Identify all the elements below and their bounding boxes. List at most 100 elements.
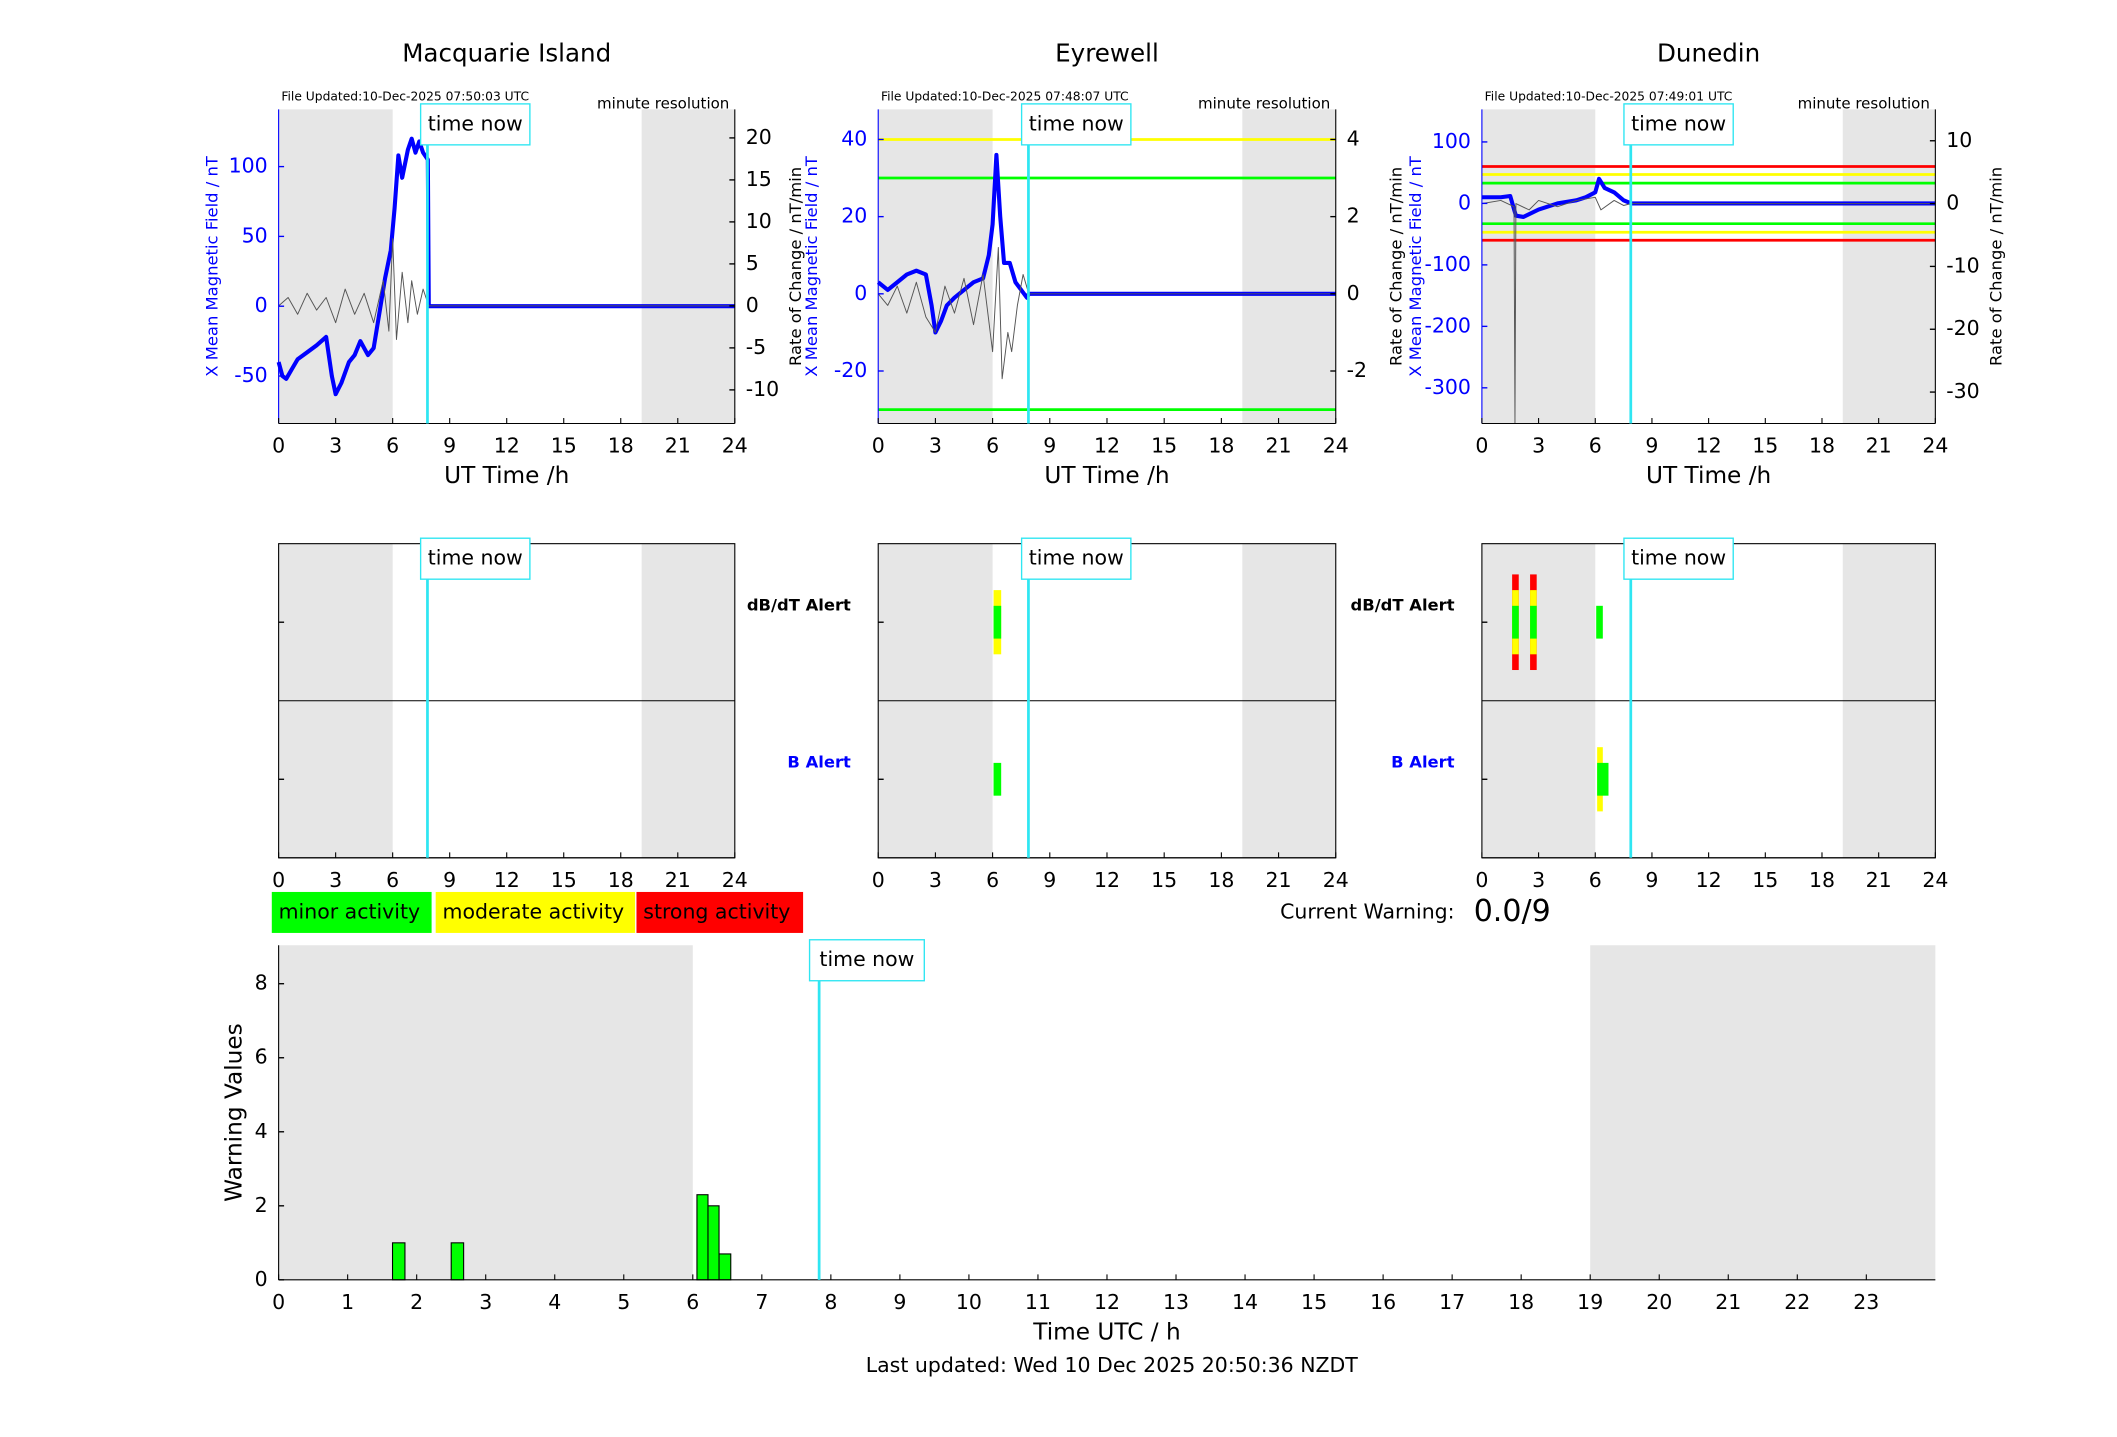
x-tick-label: 6	[686, 1290, 699, 1314]
x-tick-label: 21	[1266, 434, 1292, 458]
x-tick-label: 3	[929, 434, 942, 458]
x-tick-label: 15	[1301, 1290, 1327, 1314]
y-tick-label: 0	[255, 1267, 268, 1291]
chart-title: Eyrewell	[1055, 39, 1159, 68]
x-tick-label: 24	[1922, 434, 1948, 458]
x-tick-label: 3	[1532, 434, 1545, 458]
time-now-label: time now	[428, 546, 523, 570]
resolution: minute resolution	[597, 94, 729, 112]
x-tick-label: 21	[665, 868, 691, 892]
bar	[450, 1242, 465, 1281]
x-tick-label: 20	[1646, 1290, 1672, 1314]
y-axis-label: X Mean Magnetic Field / nT	[1406, 155, 1425, 377]
series-line	[1481, 196, 1936, 424]
y-tick-label: 2	[255, 1193, 268, 1217]
y2-tick-label: 0	[1347, 281, 1360, 305]
alert-bar	[1512, 605, 1519, 639]
x-tick-label: 24	[1922, 868, 1948, 892]
legend-label: moderate activity	[443, 899, 625, 923]
row-label: B Alert	[1391, 752, 1455, 771]
row-label: dB/dT Alert	[1351, 595, 1455, 614]
time-now-label: time now	[1631, 111, 1726, 135]
row-label: B Alert	[787, 752, 851, 771]
x-tick-label: 3	[929, 868, 942, 892]
x-tick-label: 24	[722, 868, 748, 892]
x-tick-label: 18	[1208, 434, 1234, 458]
night-shade	[278, 109, 393, 424]
file-updated: File Updated:10-Dec-2025 07:48:07 UTC	[881, 90, 1129, 104]
alert-bar	[1530, 605, 1537, 639]
x-tick-label: 18	[1208, 868, 1234, 892]
x-tick-label: 12	[494, 868, 520, 892]
x-tick-label: 15	[1752, 434, 1778, 458]
y2-tick-label: 0	[746, 293, 759, 317]
x-tick-label: 16	[1370, 1290, 1396, 1314]
y-axis-label: X Mean Magnetic Field / nT	[802, 155, 821, 377]
night-shade	[1481, 109, 1596, 424]
y2-tick-label: 10	[1946, 128, 1972, 152]
series-line	[278, 238, 735, 340]
x-tick-label: 9	[1043, 868, 1056, 892]
file-updated: File Updated:10-Dec-2025 07:49:01 UTC	[1485, 90, 1733, 104]
y2-tick-label: 20	[746, 125, 772, 149]
y2-tick-label: -10	[1946, 253, 1979, 277]
x-tick-label: 12	[1094, 868, 1120, 892]
y2-tick-label: -2	[1347, 358, 1367, 382]
x-tick-label: 3	[479, 1290, 492, 1314]
x-tick-label: 18	[608, 434, 634, 458]
current-warning-label: Current Warning:	[1280, 899, 1454, 923]
x-tick-label: 2	[410, 1290, 423, 1314]
x-tick-label: 17	[1439, 1290, 1465, 1314]
y2-tick-label: 10	[746, 209, 772, 233]
x-tick-label: 18	[608, 868, 634, 892]
y-tick-label: 4	[255, 1119, 268, 1143]
x-tick-label: 18	[1809, 868, 1835, 892]
x-tick-label: 19	[1577, 1290, 1603, 1314]
y-tick-label: -300	[1425, 375, 1471, 399]
chart-title: Macquarie Island	[402, 39, 611, 68]
x-tick-label: 6	[1589, 868, 1602, 892]
x-tick-label: 21	[1866, 868, 1892, 892]
time-now-label: time now	[428, 111, 523, 135]
x-tick-label: 0	[272, 1290, 285, 1314]
y-axis-label: X Mean Magnetic Field / nT	[203, 155, 222, 377]
x-tick-label: 21	[665, 434, 691, 458]
y-tick-label: 0	[255, 293, 268, 317]
x-tick-label: 15	[1151, 434, 1177, 458]
x-tick-label: 15	[551, 868, 577, 892]
y-tick-label: 20	[841, 204, 867, 228]
y-tick-label: -100	[1425, 252, 1471, 276]
x-tick-label: 12	[1094, 1290, 1120, 1314]
x-tick-label: 0	[1475, 434, 1488, 458]
y2-tick-label: -30	[1946, 379, 1979, 403]
bar	[707, 1205, 720, 1281]
bar	[391, 1242, 406, 1281]
x-axis-label: Time UTC / h	[1032, 1319, 1180, 1346]
x-tick-label: 3	[1532, 868, 1545, 892]
alert-bar	[993, 762, 1002, 796]
x-axis-label: UT Time /h	[444, 462, 569, 489]
time-now-box	[419, 103, 531, 146]
x-tick-label: 21	[1866, 434, 1892, 458]
time-now-box	[808, 939, 925, 982]
night-shade	[641, 109, 735, 424]
y-tick-label: 40	[841, 126, 867, 150]
x-tick-label: 3	[329, 434, 342, 458]
x-tick-label: 21	[1266, 868, 1292, 892]
x-tick-label: 0	[1475, 868, 1488, 892]
x-tick-label: 9	[443, 868, 456, 892]
y2-tick-label: 0	[1946, 191, 1959, 215]
y-tick-label: 8	[255, 971, 268, 995]
y2-tick-label: 5	[746, 251, 759, 275]
legend-label: strong activity	[643, 899, 790, 923]
time-now-label: time now	[1029, 546, 1124, 570]
x-tick-label: 9	[893, 1290, 906, 1314]
legend-swatch	[636, 891, 804, 933]
x-tick-label: 9	[1043, 434, 1056, 458]
night-shade	[878, 109, 993, 424]
y-tick-label: 50	[242, 223, 268, 247]
y2-tick-label: -10	[746, 377, 779, 401]
x-tick-label: 13	[1163, 1290, 1189, 1314]
x-tick-label: 1	[341, 1290, 354, 1314]
x-tick-label: 21	[1715, 1290, 1741, 1314]
